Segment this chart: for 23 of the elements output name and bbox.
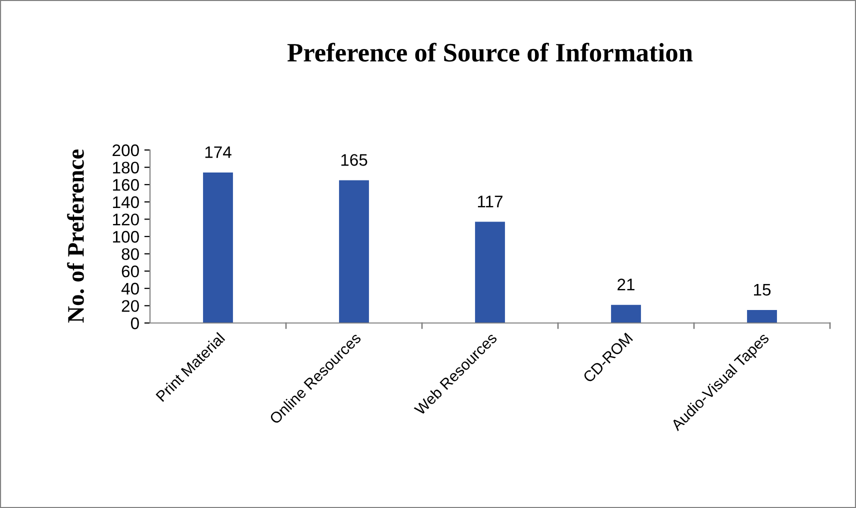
bar: [611, 304, 641, 323]
data-label: 15: [754, 284, 771, 296]
bar: [339, 180, 369, 323]
bar: [475, 222, 505, 323]
y-tick-label: 120: [113, 214, 139, 226]
y-tick-label: 180: [113, 162, 139, 174]
bar: [203, 172, 233, 323]
y-tick-label: 80: [122, 248, 139, 260]
y-tick-label: 140: [113, 196, 139, 208]
data-label: 174: [205, 146, 232, 158]
y-axis-title: No. of Preference: [67, 150, 84, 323]
bar: [747, 310, 777, 323]
data-label: 21: [618, 278, 634, 290]
y-tick-label: 60: [122, 266, 139, 278]
data-label: 117: [478, 196, 502, 208]
y-tick-label: 160: [113, 179, 139, 191]
y-tick-label: 0: [130, 317, 139, 330]
data-label: 165: [341, 154, 368, 166]
y-tick-label: 20: [122, 300, 139, 312]
y-tick-label: 200: [112, 144, 139, 156]
y-tick-label: 40: [121, 282, 139, 295]
chart-title: Preference of Source of Information: [287, 42, 693, 62]
y-tick-label: 100: [113, 230, 139, 243]
